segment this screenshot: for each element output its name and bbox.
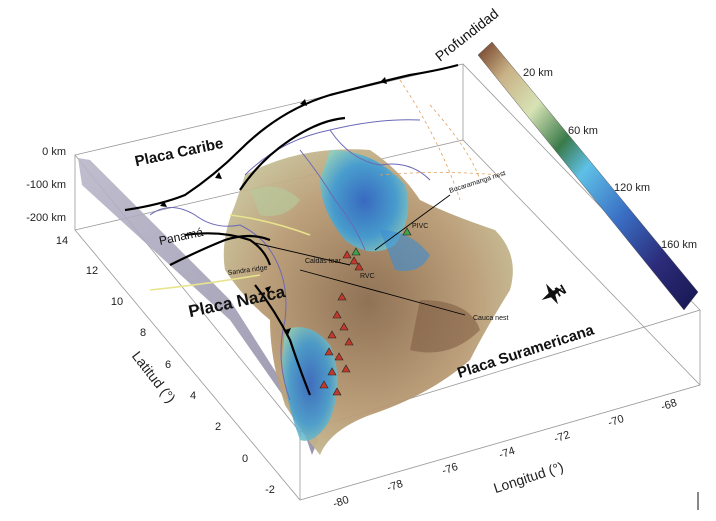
rvc-label: RVC: [360, 273, 375, 280]
slab-wall: [78, 158, 318, 455]
lon-tick-80: -80: [332, 494, 351, 510]
depth-label-0: 0 km: [42, 146, 66, 158]
colorbar-ramp: [477, 41, 699, 311]
lat-tick-0: 0: [242, 453, 248, 465]
depth-label-100: -100 km: [26, 179, 66, 191]
longitude-axis-title: Longitud (°): [491, 458, 565, 496]
lat-tick-10: 10: [111, 296, 123, 308]
depth-label-200: -200 km: [26, 212, 66, 224]
lat-tick-14: 14: [56, 235, 68, 247]
north-arrow-icon: N: [541, 281, 569, 305]
lon-tick-74: -74: [498, 445, 517, 461]
sandra-ridge-line: [149, 214, 311, 291]
lat-tick-8: 8: [140, 327, 146, 339]
lon-tick-76: -76: [441, 461, 460, 477]
lat-tick-2: 2: [215, 421, 221, 433]
lat-tick-4: 4: [190, 390, 196, 402]
lon-tick-68: -68: [660, 397, 679, 413]
latitude-axis-title: Latitud (°): [129, 348, 179, 406]
lon-tick-72: -72: [553, 429, 572, 445]
lon-tick-78: -78: [386, 478, 405, 494]
trench-lines: [124, 63, 459, 396]
cauca-nest-label: Cauca nest: [473, 315, 508, 322]
leader-lines: [254, 194, 466, 316]
lat-tick-neg2: -2: [265, 484, 275, 496]
panama-label: Panamá: [158, 225, 205, 248]
trench-teeth: [160, 77, 387, 335]
lat-tick-12: 12: [86, 265, 98, 277]
plate-caribe-label: Placa Caribe: [133, 135, 225, 170]
caldas-tear-label: Caldas tear: [305, 258, 341, 265]
colorbar-label-20: 20 km: [523, 67, 553, 79]
colorbar-label-60: 60 km: [568, 125, 598, 137]
colorbar-label-160: 160 km: [661, 239, 697, 251]
lat-tick-6: 6: [165, 359, 171, 371]
colorbar-label-120: 120 km: [614, 182, 650, 194]
pivc-label: PIVC: [412, 223, 428, 230]
volcanoes: [319, 227, 412, 396]
grid-lines: [379, 79, 501, 201]
lon-tick-70: -70: [607, 413, 626, 429]
